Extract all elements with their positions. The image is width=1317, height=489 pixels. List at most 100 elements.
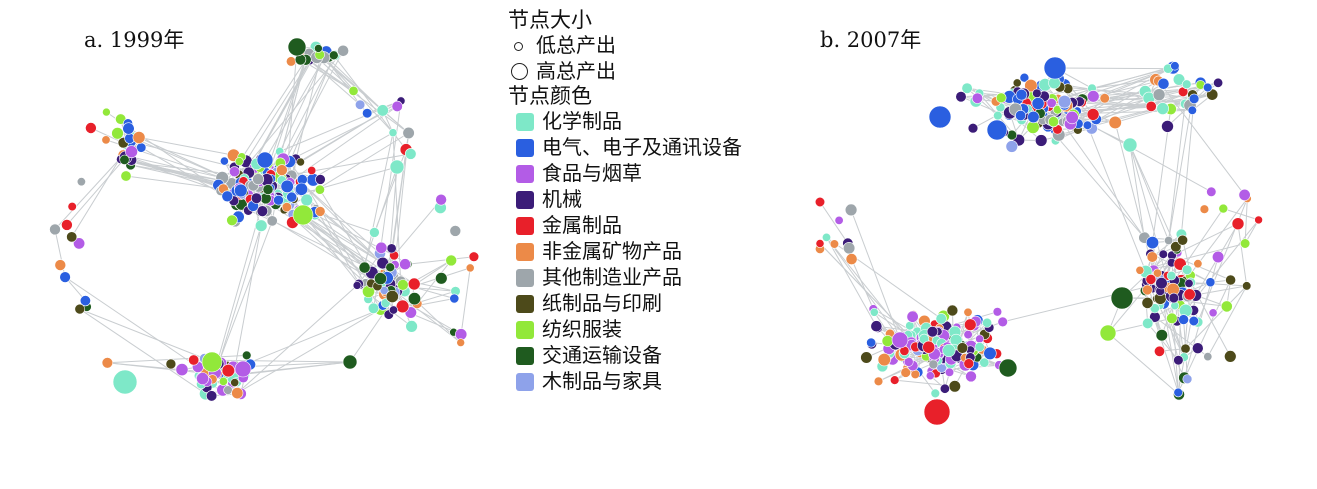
network-node — [983, 346, 997, 361]
network-node — [1170, 241, 1182, 253]
network-edge — [1002, 282, 1162, 323]
network-edge — [292, 214, 378, 287]
network-node — [1187, 105, 1197, 115]
network-edge — [1129, 144, 1145, 238]
network-node — [1065, 110, 1079, 125]
network-node — [389, 159, 405, 175]
network-node — [815, 239, 825, 248]
network-node — [946, 304, 959, 317]
legend-size-low: 低总产出 — [508, 32, 798, 58]
network-edge — [79, 308, 205, 359]
network-node — [101, 357, 114, 369]
network-edge — [1151, 233, 1182, 258]
legend-item-label: 纸制品与印刷 — [542, 291, 662, 315]
network-node — [300, 193, 313, 207]
network-node — [445, 254, 458, 267]
network-node — [196, 372, 209, 385]
network-node — [242, 350, 252, 361]
network-node — [963, 307, 973, 317]
network-node — [362, 108, 373, 119]
network-edge — [1147, 323, 1179, 361]
network-node — [449, 225, 462, 237]
network-node — [1224, 350, 1237, 363]
legend-item-label: 食品与烟草 — [542, 161, 642, 185]
network-node — [287, 37, 307, 57]
network-node — [1082, 120, 1093, 130]
network-node — [1172, 73, 1186, 86]
network-edge — [364, 132, 394, 268]
network-node — [1135, 265, 1145, 275]
network-edge — [819, 243, 919, 346]
network-node — [961, 82, 973, 94]
large-circle-icon — [511, 63, 528, 80]
legend-item: 纸制品与印刷 — [508, 290, 798, 316]
network-node — [1158, 249, 1168, 259]
legend-item: 食品与烟草 — [508, 160, 798, 186]
network-node — [935, 313, 947, 325]
network-node — [881, 335, 894, 347]
network-node — [286, 191, 298, 203]
network-edge — [1207, 285, 1248, 357]
network-node — [1220, 300, 1233, 313]
network-node — [965, 370, 977, 383]
network-edge — [1244, 198, 1248, 244]
network-node — [358, 261, 371, 274]
network-node — [923, 398, 951, 426]
network-edge — [966, 87, 999, 116]
network-node — [944, 367, 955, 377]
network-node — [1110, 286, 1134, 310]
network-node — [1099, 93, 1110, 104]
legend-size-low-label: 低总产出 — [536, 33, 616, 57]
network-node — [986, 119, 1008, 141]
network-node — [926, 326, 939, 338]
network-node — [948, 380, 961, 393]
network-edge — [460, 267, 471, 335]
network-node — [1027, 110, 1040, 124]
network-edge — [1177, 223, 1239, 254]
network-node — [922, 340, 936, 354]
network-node — [294, 182, 308, 196]
network-edge — [218, 225, 262, 364]
network-node — [1188, 315, 1199, 327]
network-node — [367, 302, 380, 314]
network-node — [292, 204, 314, 226]
network-node — [1015, 88, 1028, 101]
network-node — [975, 334, 984, 344]
network-panel-2007: b. 2007年 — [790, 0, 1317, 489]
legend: 节点大小 低总产出 高总产出 节点颜色 化学制品 电气、电子及通讯设备 食品与烟草机… — [508, 8, 798, 394]
network-edge — [826, 237, 877, 327]
network-graph-2007 — [814, 56, 1263, 426]
network-edge — [245, 51, 316, 162]
network-node — [842, 242, 856, 255]
network-edge — [1180, 98, 1195, 235]
network-node — [1193, 259, 1203, 269]
network-node — [449, 293, 460, 304]
network-node — [206, 390, 218, 402]
network-node — [1047, 116, 1059, 128]
network-node — [821, 232, 831, 242]
small-circle-icon — [514, 42, 523, 51]
network-node — [903, 356, 914, 367]
network-node — [468, 251, 480, 262]
network-node — [1168, 292, 1179, 304]
network-nodes — [49, 37, 480, 402]
network-node — [266, 215, 278, 227]
network-node — [328, 50, 339, 61]
network-node — [252, 173, 265, 186]
network-node — [1177, 234, 1188, 246]
network-node — [925, 371, 935, 381]
network-node — [112, 369, 138, 395]
network-node — [1225, 274, 1236, 286]
network-edge — [1107, 317, 1173, 334]
network-node — [1242, 281, 1252, 291]
network-node — [385, 262, 396, 273]
network-edge — [130, 141, 235, 168]
network-panel-1999: a. 1999年 — [0, 0, 500, 489]
network-node — [1024, 78, 1038, 93]
network-edge — [236, 283, 360, 394]
network-node — [814, 196, 826, 208]
network-node — [1166, 312, 1178, 324]
network-edge — [416, 260, 452, 304]
network-node — [993, 110, 1003, 121]
network-node — [342, 354, 358, 370]
